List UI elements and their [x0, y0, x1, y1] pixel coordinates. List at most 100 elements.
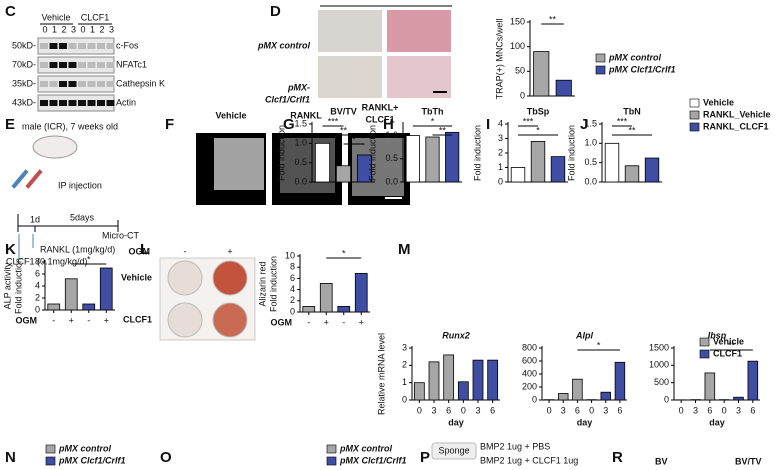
x-tick-label: +	[104, 315, 109, 325]
y-tick-label: 2	[498, 147, 503, 157]
panel-letter: M	[398, 241, 411, 258]
label: BV/TV	[735, 456, 762, 466]
label: Vehicle	[41, 12, 70, 22]
bar	[99, 267, 113, 311]
y-tick-label: 1	[498, 162, 503, 172]
blot-band	[87, 81, 96, 87]
panel-letter: D	[270, 3, 281, 20]
bar	[558, 393, 569, 401]
trap-image	[387, 10, 451, 52]
significance: ***	[328, 116, 339, 126]
bar	[747, 360, 759, 401]
blot-band	[97, 62, 105, 68]
y-axis-label: ALP activity	[2, 262, 12, 309]
legend-label: RANKL_CLCF1	[703, 121, 769, 131]
legend-swatch	[326, 456, 337, 466]
significance: ***	[617, 116, 628, 126]
panel-letter: J	[580, 116, 588, 133]
panel-letter: E	[5, 116, 15, 133]
legend-swatch	[689, 110, 700, 120]
panel-letter: I	[486, 116, 490, 133]
lane-label: 0	[42, 24, 47, 34]
x-tick-label: +	[359, 317, 364, 327]
bar	[302, 305, 316, 313]
y-tick-label: 1000	[649, 360, 669, 370]
lane-label: 0	[80, 24, 85, 34]
y-tick-label: 0	[520, 90, 525, 100]
bar	[644, 157, 660, 183]
y-tick-label: 1.5	[294, 118, 307, 128]
bar	[487, 359, 499, 401]
marker-label: 43kD-	[12, 97, 36, 107]
bar	[624, 165, 640, 183]
x-tick-label: 6	[750, 405, 755, 415]
y-tick-label: 150	[510, 16, 525, 26]
label: BMP2 1ug + PBS	[480, 441, 550, 451]
y-tick-label: 0	[290, 306, 295, 316]
marker-label: 50kD-	[12, 40, 36, 50]
significance: *	[431, 116, 435, 126]
x-tick-label: 6	[490, 405, 495, 415]
x-tick-label: -	[87, 315, 90, 325]
bar	[319, 283, 333, 313]
y-tick-label: 2	[35, 292, 40, 302]
lane-label: 2	[61, 24, 66, 34]
x-tick-label: 0	[589, 405, 594, 415]
marker-label: 35kD-	[12, 78, 36, 88]
y-tick-label: 0.5	[385, 153, 398, 163]
x-axis-label: day	[709, 417, 725, 427]
y-axis-label: Fold induction	[268, 256, 278, 312]
y-tick-label: 500	[654, 377, 669, 387]
bar	[64, 278, 78, 311]
label: IP injection	[58, 180, 102, 190]
label: Micro-CT	[102, 230, 139, 240]
bar	[356, 154, 373, 183]
chart-title: TbTh	[422, 106, 444, 116]
blot-band	[40, 62, 48, 68]
bar	[572, 378, 583, 401]
significance: **	[628, 125, 636, 135]
chart-title: Runx2	[442, 330, 470, 340]
y-tick-label: 4	[35, 280, 40, 290]
legend-label: Vehicle	[703, 97, 734, 107]
y-axis-label: Relative mRNA level	[376, 333, 386, 415]
bar	[413, 382, 425, 401]
protein-label: NFATc1	[116, 59, 147, 69]
x-tick-label: -	[342, 317, 345, 327]
panel-letter: F	[165, 116, 174, 133]
label: CLCF1	[366, 114, 395, 124]
significance: *	[342, 248, 346, 258]
y-tick-label: 4	[290, 284, 295, 294]
y-tick-label: 600	[522, 355, 537, 365]
x-tick-label: 3	[736, 405, 741, 415]
bar	[530, 140, 546, 183]
blot-band	[106, 100, 115, 106]
blot-band	[97, 43, 105, 49]
syringe	[11, 169, 29, 189]
x-tick-label: 0	[461, 405, 466, 415]
y-tick-label: 0.5	[294, 157, 307, 167]
blot-band	[68, 81, 77, 87]
trap-image	[318, 56, 382, 98]
bar	[472, 359, 484, 401]
y-tick-label: 0	[402, 394, 407, 404]
chart-title: Ibsp	[708, 330, 727, 340]
bar	[314, 142, 331, 183]
lane-label: 3	[71, 24, 76, 34]
label: pMX control	[257, 40, 310, 50]
y-tick-label: 0.5	[584, 157, 597, 167]
legend-label: RANKL_Vehicle	[703, 109, 771, 119]
sponge-box	[431, 442, 477, 460]
blot-band	[59, 81, 67, 87]
bar	[604, 142, 620, 183]
bar	[425, 136, 440, 183]
y-tick-label: 3	[402, 342, 407, 352]
label: RANKL+	[362, 102, 399, 112]
bar	[82, 303, 96, 311]
label: CLCF1	[123, 314, 152, 324]
panel-letter: N	[5, 449, 16, 466]
y-tick-label: 8	[290, 262, 295, 272]
panel-letter: O	[160, 449, 172, 466]
y-tick-label: 8	[35, 256, 40, 266]
y-tick-label: 1.0	[584, 138, 597, 148]
